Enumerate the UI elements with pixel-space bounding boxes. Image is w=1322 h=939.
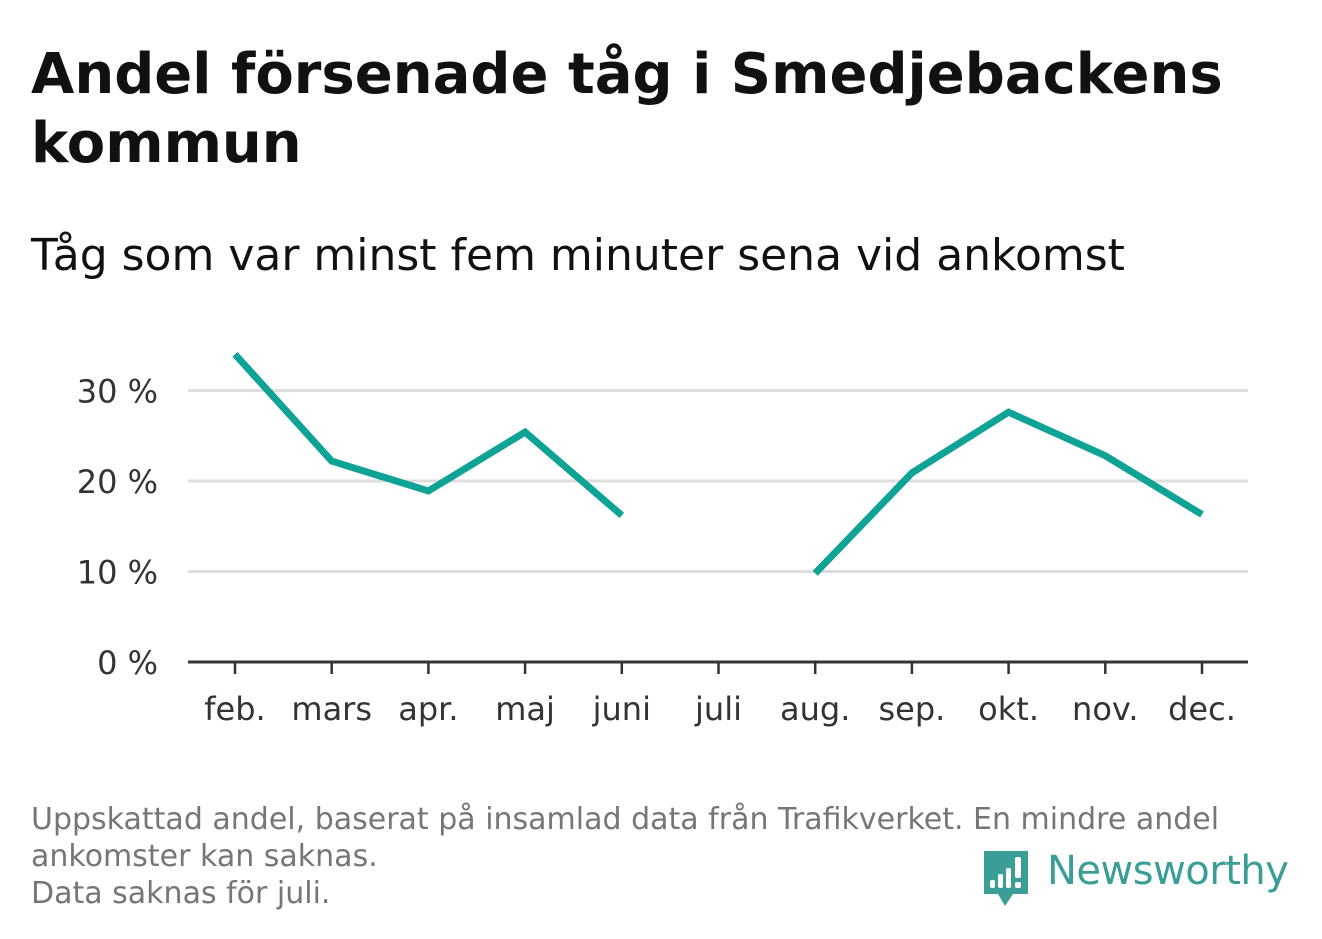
- newsworthy-logo: Newsworthy: [981, 848, 1289, 910]
- series-line: [232, 351, 625, 519]
- x-tick-label: juni: [592, 690, 651, 728]
- x-tick-label: sep.: [878, 690, 945, 728]
- chart-subtitle: Tåg som var minst fem minuter sena vid a…: [31, 230, 1125, 281]
- footnote-line: ankomster kan saknas.: [31, 839, 378, 874]
- footnote: Uppskattad andel, baserat på insamlad da…: [31, 801, 1291, 912]
- x-axis-ticks: feb. mars apr. maj juni juli aug. sep. okt. nov. d…: [204, 662, 1236, 728]
- x-tick-label: mars: [291, 690, 372, 728]
- x-tick-label: aug.: [780, 690, 850, 728]
- footnote-line: Uppskattad andel, baserat på insamlad da…: [31, 802, 1220, 837]
- y-tick-label: 0 %: [97, 644, 158, 682]
- brand-name: Newsworthy: [1047, 848, 1289, 894]
- x-tick-label: juli: [694, 690, 742, 728]
- x-tick-label: feb.: [204, 690, 265, 728]
- x-tick-label: apr.: [398, 690, 458, 728]
- y-tick-label: 10 %: [77, 554, 158, 592]
- x-tick-label: maj: [495, 690, 555, 728]
- y-tick-label: 20 %: [77, 463, 158, 501]
- y-tick-label: 30 %: [77, 373, 158, 411]
- x-tick-label: nov.: [1072, 690, 1138, 728]
- series-lines: [232, 351, 1204, 576]
- x-tick-label: dec.: [1168, 690, 1236, 728]
- y-axis-ticks: 0 % 10 % 20 % 30 %: [77, 373, 158, 683]
- gridlines: [188, 389, 1248, 573]
- x-tick-label: okt.: [978, 690, 1039, 728]
- chart-title: Andel försenade tåg i Smedjebackens komm…: [31, 42, 1223, 176]
- series-line: [812, 408, 1204, 576]
- newsworthy-logo-icon: [984, 851, 1028, 906]
- footnote-line: Data saknas för juli.: [31, 876, 331, 911]
